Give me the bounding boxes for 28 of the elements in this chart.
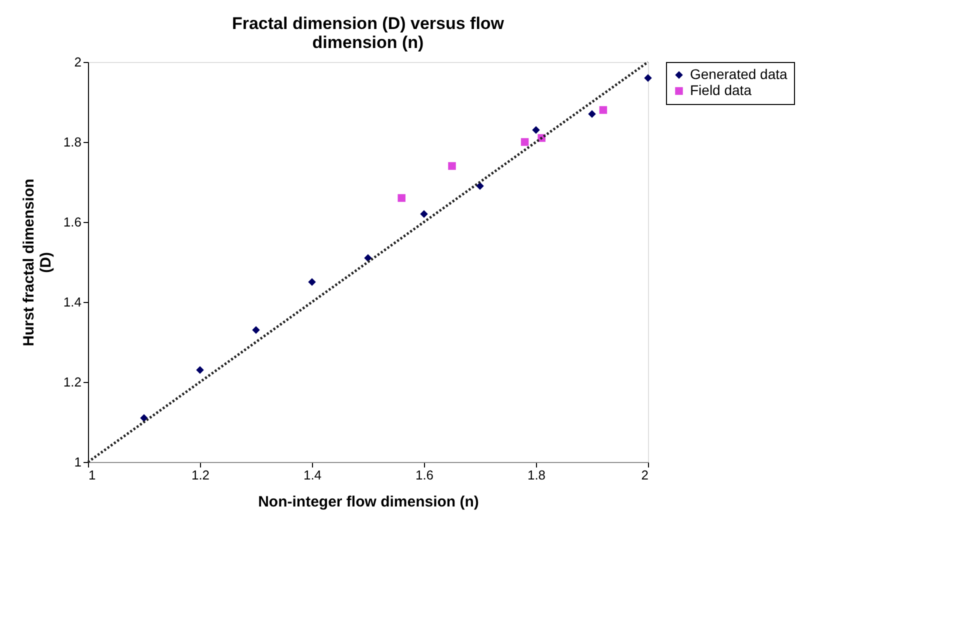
point bbox=[252, 326, 260, 334]
point bbox=[644, 74, 652, 82]
y-tick-label: 1.2 bbox=[63, 374, 82, 390]
point bbox=[308, 278, 316, 286]
x-tick-label: 1 bbox=[88, 468, 96, 482]
x-tick-label: 1.2 bbox=[191, 468, 210, 482]
y-tick-label: 2 bbox=[74, 54, 82, 70]
legend-label: Generated data bbox=[690, 66, 788, 82]
x-tick-label: 1.8 bbox=[527, 468, 546, 482]
legend-label: Field data bbox=[690, 82, 752, 98]
point bbox=[588, 110, 596, 118]
x-tick-label: 1.6 bbox=[415, 468, 434, 482]
point bbox=[532, 126, 540, 134]
x-axis-title: Non-integer flow dimension (n) bbox=[258, 494, 479, 510]
point bbox=[599, 106, 608, 114]
point bbox=[448, 162, 456, 170]
y-tick-label: 1.4 bbox=[63, 294, 82, 310]
chart-title: Fractal dimension (D) versus flow dimension (n) bbox=[232, 14, 505, 52]
point bbox=[398, 194, 406, 202]
point bbox=[420, 210, 428, 218]
y-tick-label: 1.8 bbox=[63, 134, 82, 150]
point bbox=[520, 138, 529, 146]
y-tick-label: 1.6 bbox=[63, 214, 82, 230]
y-axis-title: Hurst fractal dimension (D) bbox=[20, 178, 54, 346]
y-tick-label: 1 bbox=[74, 454, 82, 470]
point bbox=[196, 366, 204, 374]
x-tick-label: 1.4 bbox=[303, 468, 322, 482]
x-tick-label: 2 bbox=[641, 468, 648, 482]
